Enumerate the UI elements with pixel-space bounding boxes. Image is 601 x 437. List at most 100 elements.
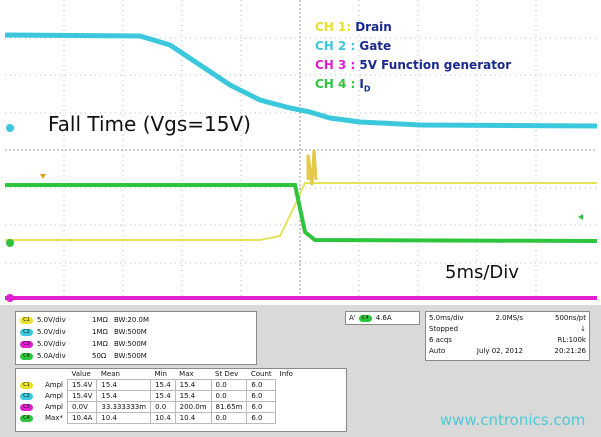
measurement-row: C2 Ampl 15.4V 15.4 15.4 15.4 0.0 6.0 [16,390,297,402]
measurement-cell: 6.0 [246,401,277,413]
channel-legend: CH 1: Drain CH 2 : Gate CH 3 :5V Function ge… [315,18,511,98]
header-cell: Mean [100,370,120,378]
measurement-name: Ampl [45,392,63,400]
acq-row: Auto July 02, 2012 20:21:26 [429,347,586,358]
channel-bandwidth: BW:20.0M [114,316,150,324]
measurement-cell: 15.4 [96,379,152,391]
measurement-cell: 81.65m [210,401,248,413]
measurement-cell: 10.4A [66,412,98,424]
measurement-cell: 10.4 [174,412,212,424]
ch2-marker [6,124,14,132]
legend-channel: CH 2 : [315,39,356,53]
measurement-table: Value Mean Min Max St Dev Count Info C1 Ampl 15.4… [16,369,297,424]
acq-text: 20:21:26 [554,347,586,355]
badge-cell: C4 [16,413,41,424]
acq-row: Stopped ↓ [429,325,586,336]
badge-cell: C2 [16,391,41,402]
acq-text: 500ns/pt [555,314,586,322]
header-cell [16,369,41,380]
ch1-trace [5,182,597,241]
legend-entry: CH 2 : Gate [315,37,511,56]
measurement-cell: 10.4 [96,412,152,424]
header-row: Value Mean Min Max St Dev Count Info [16,369,297,380]
badge-cell: C3 [16,402,41,413]
row-badge: C3 [20,403,33,411]
ch1-spike [306,149,318,186]
channel-badge: C2 [20,328,33,336]
ch4-trace [5,183,598,243]
channel-settings: C1 5.0V/div 1MΩ BW:20.0M C2 5.0V/div 1MΩ BW:500… [15,311,257,365]
measurement-cell: 15.4 [150,379,176,391]
measurement-cell: 6.0 [246,379,277,391]
channel-bandwidth: BW:500M [114,352,147,360]
measurement-cell: 15.4 [174,390,212,402]
ch3-marker [6,294,14,302]
level-marker [578,214,583,220]
acquisition-box: 5.0ms/div 2.0MS/s 500ns/pt Stopped ↓ 6 acqs RL… [425,311,590,361]
legend-channel: CH 4 : [315,77,356,91]
annotation-title: Fall Time (Vgs=15V) [48,112,251,136]
legend-entry: CH 3 :5V Function generator [315,56,511,75]
acq-text: 6 acqs [429,336,452,344]
measurement-cell: 15.4V [66,379,98,391]
legend-name: Drain [355,20,392,34]
measurement-cell: 200.0m [174,401,212,413]
channel-badge: C4 [20,352,33,360]
channel-impedance: 1MΩ [92,316,108,324]
header-cell: St Dev [215,370,239,378]
acq-text: ↓ [580,325,586,333]
channel-row: C4 5.0A/div 50Ω BW:500M [16,350,256,362]
measurement-cell: 0.0 [210,390,248,402]
acq-text: 5.0ms/div [429,314,464,322]
annotation-timebase: 5ms/Div [445,262,519,283]
legend-name: I [359,77,364,91]
status-panel: C1 5.0V/div 1MΩ BW:20.0M C2 5.0V/div 1MΩ BW:500… [0,305,601,437]
measurement-cell: 0.0 [150,401,176,413]
channel-badge: C3 [20,340,33,348]
acq-row: 6 acqs RL:100k [429,336,586,347]
header-cell: Min [154,370,167,378]
measurement-cell: 33.333333m [96,401,152,413]
measurement-row: C4 Max* 10.4A 10.4 10.4 10.4 0.0 6.0 [16,412,297,424]
legend-name: Gate [359,39,392,53]
header-cell: Count [250,370,272,378]
channel-bandwidth: BW:500M [114,340,147,348]
row-badge: C4 [20,414,33,422]
measurement-cell: 15.4V [66,390,98,402]
header-cell [41,369,68,380]
channel-row: C3 5.0V/div 1MΩ BW:500M [16,338,256,350]
acq-text: 2.0MS/s [495,314,524,322]
legend-entry: CH 1: Drain [315,18,511,37]
legend-channel: CH 3 : [315,58,356,72]
channel-row: C1 5.0V/div 1MΩ BW:20.0M [16,314,256,326]
header-cell: Max [179,370,194,378]
legend-channel: CH 1: [315,20,352,34]
acq-row: 5.0ms/div 2.0MS/s 500ns/pt [429,314,586,325]
measurement-name: Ampl [45,403,63,411]
acq-text: July 02, 2012 [476,347,523,355]
channel-row: C2 5.0V/div 1MΩ BW:500M [16,326,256,338]
trigger-label: A' [349,314,356,322]
measurement-cell: 0.0V [66,401,98,413]
ch4-marker [6,239,14,247]
measurement-name: Ampl [45,381,63,389]
channel-scale: 5.0A/div [37,352,66,360]
channel-impedance: 1MΩ [92,328,108,336]
badge-cell: C1 [16,380,41,391]
trigger-marker [40,174,46,179]
measurement-box: Value Mean Min Max St Dev Count Info C1 Ampl 15.4… [15,368,347,432]
header-cell: Value [71,370,91,378]
acq-text: Auto [429,347,446,355]
measurement-cell: 10.4 [150,412,176,424]
legend-subscript: D [363,84,371,94]
channel-impedance: 50Ω [92,352,107,360]
acq-text: Stopped [429,325,459,333]
ch2-trace [4,32,598,129]
trigger-level: 4.6A [375,314,392,322]
trigger-box: A' C4 4.6A [345,311,420,325]
measurement-cell: 15.4 [174,379,212,391]
measurement-cell: 0.0 [210,412,248,424]
measurement-cell: 15.4 [150,390,176,402]
measurement-row: C3 Ampl 0.0V 33.333333m 0.0 200.0m 81.65m 6.0 [16,401,297,413]
